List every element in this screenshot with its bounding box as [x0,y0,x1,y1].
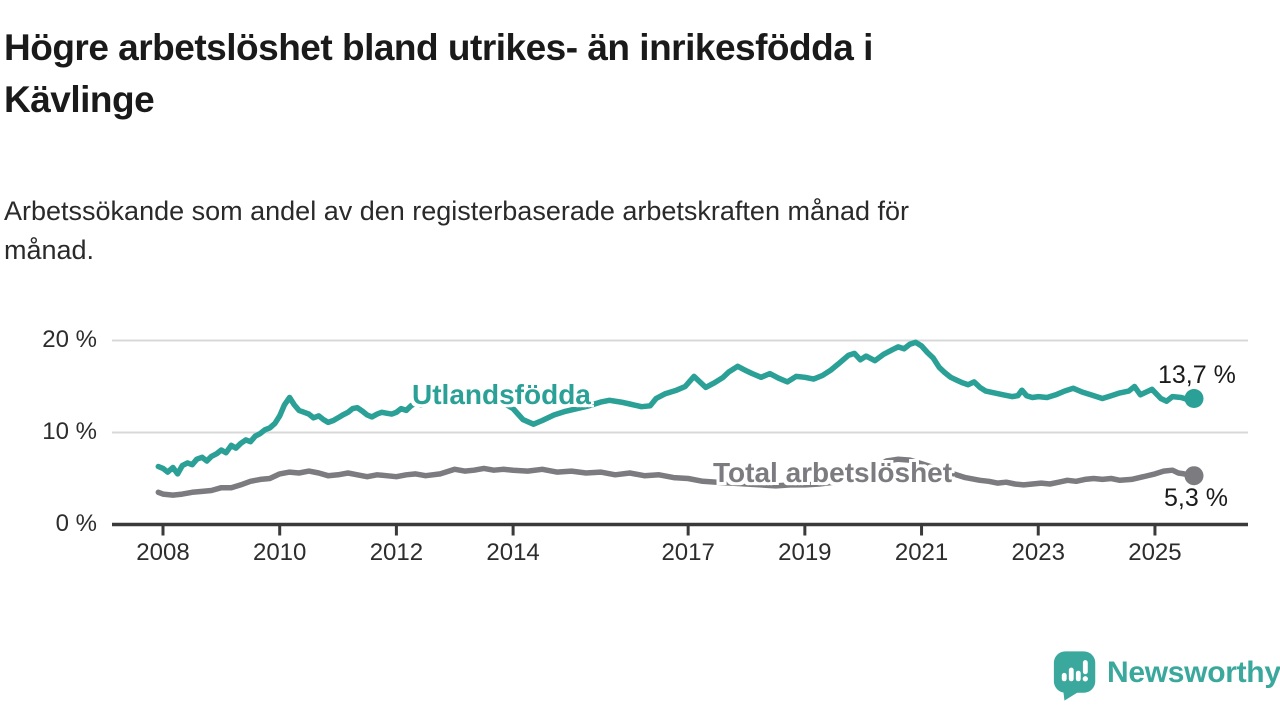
series-line-utlandsf-dda [155,339,1197,477]
newsworthy-logo-text: Newsworthy [1107,656,1280,689]
series-line-total-arbetsl-shet [155,456,1197,498]
page-title: Högre arbetslöshet bland utrikes- än inr… [4,27,873,120]
line-chart-canvas [112,339,1248,536]
end-dot-utlandsf-dda [1184,389,1204,408]
end-dot-total-arbetsl-shet [1184,466,1204,486]
newsworthy-logo-icon [1053,651,1096,701]
newsworthy-logo: Newsworthy [1053,650,1280,702]
page-subtitle: Arbetssökande som andel av den registerb… [4,196,910,265]
